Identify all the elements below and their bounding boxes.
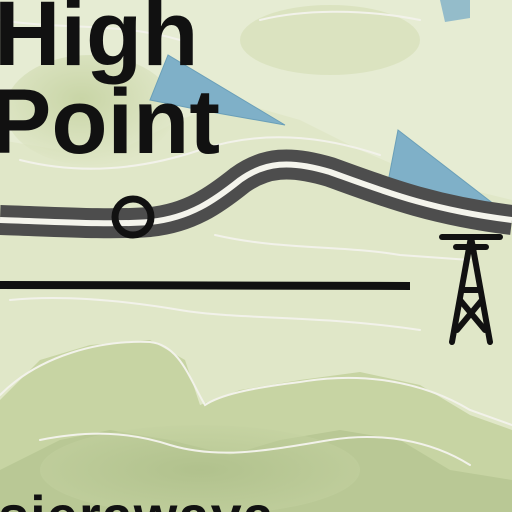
partial-place-label: sierawaya <box>0 488 275 512</box>
contour-line <box>19 136 381 170</box>
water-body <box>440 0 470 22</box>
road-centerline <box>0 161 512 227</box>
water-body <box>149 54 286 126</box>
hilltop-shading <box>5 55 175 165</box>
transmission-tower-icon[interactable] <box>439 234 503 345</box>
place-label-line1: High <box>0 0 199 85</box>
contour-line <box>259 10 421 21</box>
contour-line <box>0 340 512 426</box>
contour-line <box>214 234 471 261</box>
boundary-line <box>0 281 411 290</box>
contour-lines <box>0 10 512 466</box>
valley-shading <box>40 425 360 512</box>
ridge-shading <box>240 5 420 75</box>
road <box>0 149 512 239</box>
contour-line <box>39 432 471 466</box>
contour-line <box>0 19 181 41</box>
place-label-line2: Point <box>0 71 220 173</box>
contour-line <box>9 297 421 331</box>
station-circle-icon[interactable] <box>111 195 155 239</box>
